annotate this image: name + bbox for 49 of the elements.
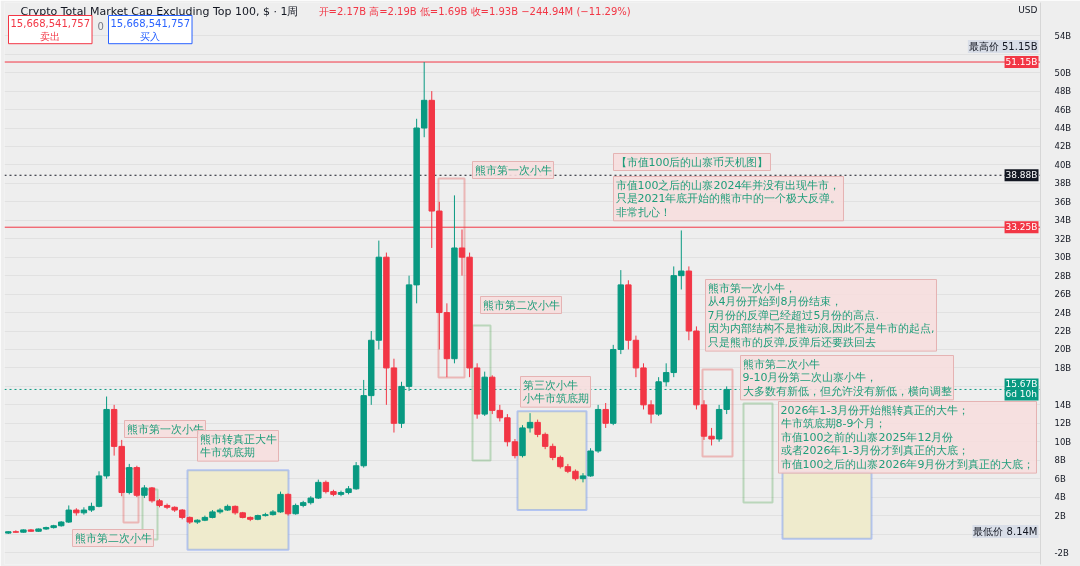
annotation: 15,668,541,757 卖出: [10, 17, 91, 42]
annotation: 熊市转真正大牛牛市筑底期: [199, 432, 277, 460]
y-tick-label: 38B: [1054, 178, 1072, 189]
annotation: 【市值100后的山寨币天机图】: [615, 155, 769, 169]
ref-line-label: 38.88B: [1005, 170, 1038, 181]
y-axis-title: USD: [1018, 4, 1038, 15]
y-tick-label: 12B: [1054, 418, 1072, 429]
y-tick-label: 20B: [1054, 344, 1072, 355]
annotation: 熊市第二次小牛9-10月份第二次山寨小牛，大多数有新低，但允许没有新低，横向调整: [742, 357, 952, 398]
y-tick-label: 18B: [1054, 362, 1072, 373]
candlestick: [602, 402, 609, 429]
y-tick-label: 54B: [1054, 30, 1072, 41]
chart-subtitle: 开=2.17B 高=2.19B 低=1.69B 收=1.93B −244.94M (−11.29%): [318, 5, 631, 17]
annotation: 第三次小牛小牛市筑底期: [522, 378, 589, 406]
y-tick-label: 32B: [1054, 233, 1072, 244]
annotation: 熊市第一次小牛，从4月份开始到8月份结束，7月份的反弹已经超过5月份的高点.因为内部结构不是推动浪,因此不是牛市的起点,只是熊市的反弹,反弹后还要跌回去: [707, 281, 935, 350]
ref-line-label: 33.25B: [1005, 222, 1038, 233]
annotation: 0: [97, 20, 104, 32]
annotation: 2026年1-3月份开始熊转真正的大牛；牛市筑底期8-9个月；市值100之前的山寨2025年12月份或者2026年1-3月份才到真正的大底；市值100之后的山寨2026年9月份才到真正的大底；: [780, 403, 1035, 472]
y-tick-label: 2B: [1054, 510, 1066, 521]
y-tick-label: 14B: [1054, 399, 1072, 410]
y-tick-label: 42B: [1054, 141, 1072, 152]
y-tick-label: 28B: [1054, 270, 1072, 281]
annotation: 最高价 51.15B: [968, 41, 1038, 52]
y-tick-label: 40B: [1054, 159, 1072, 170]
y-tick-label: 36B: [1054, 196, 1072, 207]
y-tick-label: 34B: [1054, 215, 1072, 226]
y-tick-label: 4B: [1054, 492, 1066, 503]
y-tick-label: 10B: [1054, 436, 1072, 447]
y-tick-label: 46B: [1054, 104, 1072, 115]
y-tick-label: -2B: [1054, 547, 1069, 558]
annotation: 熊市第二次小牛: [74, 531, 152, 545]
annotation: 15,668,541,757 买入: [110, 17, 191, 42]
y-tick-label: 44B: [1054, 123, 1072, 133]
y-tick-label: 8B: [1054, 455, 1066, 466]
annotation: 最低价 8.14M: [973, 526, 1038, 537]
ref-line-label: 15.67B 6d 10h: [1005, 379, 1038, 400]
annotation: 熊市第二次小牛: [482, 298, 560, 312]
annotation: 市值100之后的山寨2024年并没有出现牛市，只是2021年底开始的熊市中的一个极大反弹。非常扎心！: [615, 178, 842, 219]
y-tick-label: 24B: [1054, 307, 1072, 318]
y-tick-label: 6B: [1054, 473, 1066, 484]
y-tick-label: 26B: [1054, 289, 1072, 300]
candlestick: [284, 492, 292, 517]
y-tick-label: 30B: [1054, 252, 1072, 263]
y-tick-label: 50B: [1054, 67, 1072, 78]
y-tick-label: 48B: [1054, 86, 1072, 97]
y-tick-label: 22B: [1054, 326, 1072, 337]
annotation: 熊市第一次小牛: [474, 163, 552, 177]
ref-line-label: 51.15B: [1005, 57, 1038, 68]
